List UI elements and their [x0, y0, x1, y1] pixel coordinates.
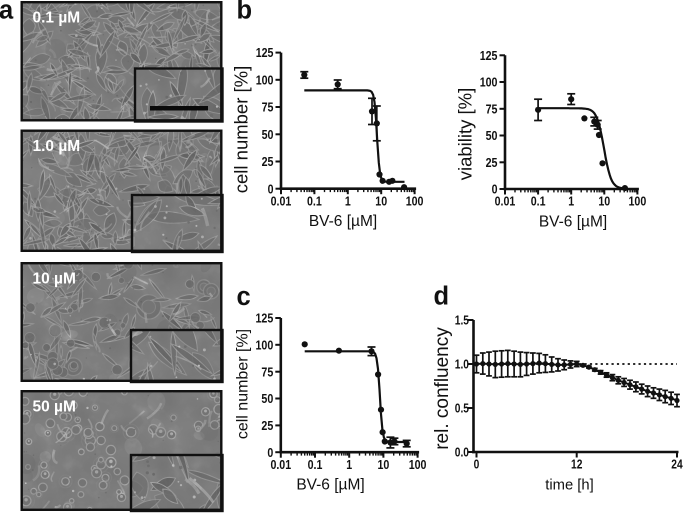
svg-text:0: 0: [492, 182, 498, 197]
svg-text:10: 10: [598, 194, 610, 209]
svg-text:125: 125: [256, 45, 274, 60]
svg-text:100: 100: [256, 337, 274, 352]
svg-text:0.1: 0.1: [307, 193, 322, 208]
svg-text:BV-6 [µM]: BV-6 [µM]: [539, 213, 607, 230]
svg-text:0: 0: [267, 445, 273, 460]
svg-text:125: 125: [256, 311, 274, 326]
svg-text:100: 100: [480, 75, 498, 90]
svg-text:0.01: 0.01: [270, 457, 291, 472]
svg-text:100: 100: [406, 193, 424, 208]
svg-text:b: b: [237, 0, 253, 25]
svg-text:10 µM: 10 µM: [33, 271, 76, 288]
svg-text:1.0: 1.0: [455, 357, 469, 371]
svg-text:12: 12: [571, 458, 582, 472]
svg-text:d: d: [434, 283, 450, 311]
svg-text:c: c: [237, 283, 251, 311]
svg-text:25: 25: [261, 418, 273, 433]
svg-text:25: 25: [262, 154, 274, 169]
svg-text:rel. confluency: rel. confluency: [432, 327, 453, 450]
svg-text:0.01: 0.01: [495, 194, 516, 209]
svg-text:0: 0: [474, 458, 480, 472]
svg-text:cell number [%]: cell number [%]: [231, 66, 252, 194]
svg-text:50: 50: [486, 128, 498, 143]
svg-text:viability [%]: viability [%]: [455, 88, 476, 181]
svg-text:75: 75: [261, 364, 273, 379]
svg-text:1: 1: [345, 193, 351, 208]
svg-text:1: 1: [568, 194, 574, 209]
svg-text:75: 75: [262, 100, 274, 115]
svg-text:0.01: 0.01: [271, 193, 292, 208]
svg-text:50: 50: [261, 391, 273, 406]
svg-text:125: 125: [480, 48, 498, 63]
svg-text:50: 50: [262, 127, 274, 142]
svg-text:cell number [%]: cell number [%]: [235, 329, 252, 439]
svg-text:50 µM: 50 µM: [33, 399, 76, 416]
svg-text:BV-6 [µM]: BV-6 [µM]: [309, 213, 377, 230]
svg-text:1.0 µM: 1.0 µM: [33, 138, 81, 155]
svg-text:0.1: 0.1: [531, 194, 546, 209]
svg-text:time [h]: time [h]: [545, 477, 594, 493]
svg-text:0.5: 0.5: [455, 401, 469, 415]
svg-text:100: 100: [629, 194, 647, 209]
svg-text:25: 25: [486, 155, 498, 170]
svg-text:1: 1: [346, 457, 352, 472]
svg-text:BV-6 [µM]: BV-6 [µM]: [296, 477, 364, 494]
svg-text:10: 10: [377, 457, 389, 472]
svg-text:100: 100: [256, 72, 274, 87]
svg-text:100: 100: [409, 457, 427, 472]
svg-text:0.1: 0.1: [308, 457, 323, 472]
svg-text:75: 75: [486, 101, 498, 116]
svg-text:10: 10: [375, 193, 387, 208]
svg-text:1.5: 1.5: [455, 313, 469, 327]
svg-text:a: a: [0, 0, 14, 25]
svg-text:0.0: 0.0: [455, 445, 469, 459]
svg-text:24: 24: [671, 458, 682, 472]
svg-text:0.1 µM: 0.1 µM: [33, 10, 81, 27]
svg-text:0: 0: [268, 181, 274, 196]
